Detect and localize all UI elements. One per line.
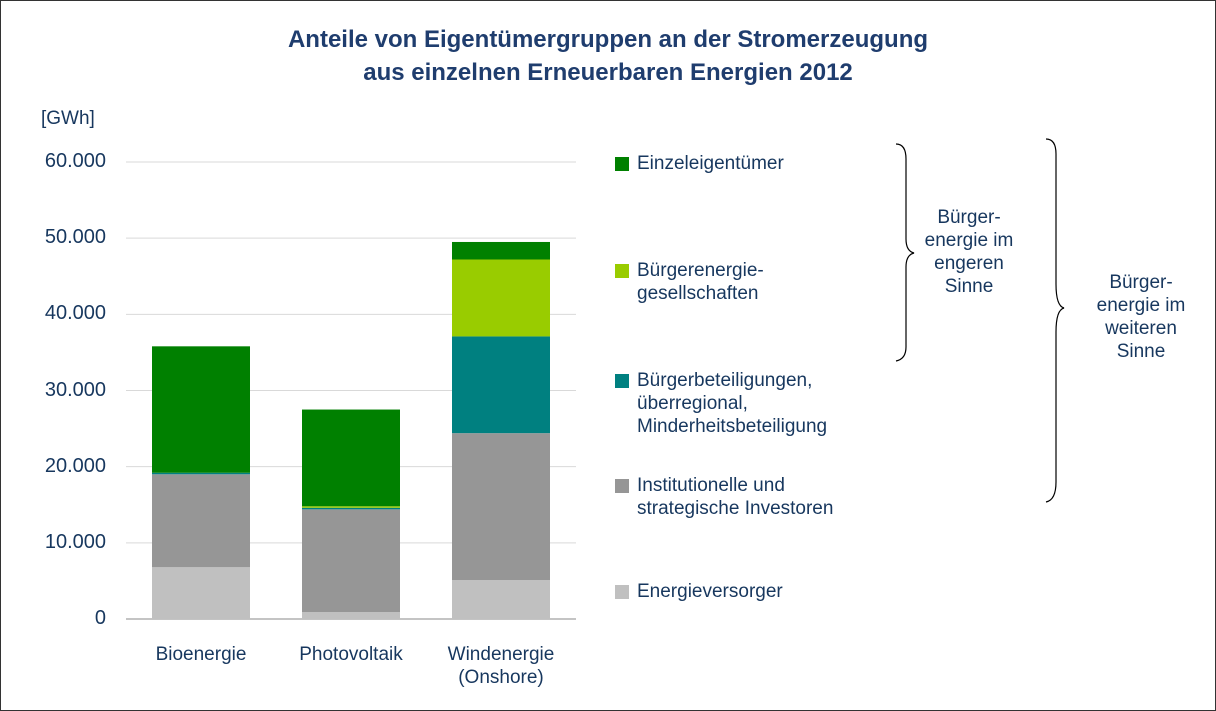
annotation: Bürger- energie im weiteren Sinne	[1096, 272, 1186, 362]
x-tick-label: Windenergie (Onshore)	[447, 644, 555, 688]
chart-title: Anteile von Eigentümergruppen an der Str…	[287, 26, 929, 86]
brace	[895, 143, 915, 362]
bar-segment	[452, 241, 550, 260]
x-tick-label: Photovoltaik	[299, 644, 403, 665]
y-tick-label: 40.000	[44, 302, 106, 325]
y-tick-label: 0	[94, 607, 106, 629]
bar-segment	[152, 567, 250, 619]
legend-swatch	[615, 157, 629, 171]
y-axis-label: [GWh]	[41, 108, 95, 129]
y-tick-label: 10.000	[44, 530, 106, 553]
bar-segment	[452, 336, 550, 434]
bar-segment	[152, 474, 250, 568]
bar-segment	[452, 580, 550, 619]
bar-segment	[302, 507, 400, 510]
bar-segment	[302, 509, 400, 613]
bar-segment	[302, 409, 400, 507]
legend-swatch	[615, 479, 629, 493]
legend-swatch	[615, 264, 629, 278]
y-tick-label: 30.000	[44, 378, 106, 401]
bar-segment	[452, 259, 550, 337]
y-tick-label: 20.000	[44, 454, 106, 477]
legend-swatch	[615, 585, 629, 599]
bar-segment	[452, 433, 550, 581]
bar-segment	[152, 472, 250, 475]
bar-segment	[152, 346, 250, 473]
legend-swatch	[615, 374, 629, 388]
legend-label: Institutionelle und strategische Investo…	[637, 475, 834, 519]
brace	[1045, 138, 1065, 503]
legend-label: Energieversorger	[637, 581, 783, 602]
y-tick-label: 60.000	[44, 150, 106, 172]
legend-label: Bürgerbeteiligungen, überregional, Minde…	[637, 370, 828, 437]
annotation: Bürger- energie im engeren Sinne	[924, 207, 1014, 297]
bar-segment	[302, 506, 400, 508]
x-tick-label: Bioenergie	[155, 644, 247, 665]
legend-label: Einzeleigentümer	[637, 153, 784, 174]
y-tick-label: 50.000	[44, 226, 106, 249]
legend-label: Bürgerenergie- gesellschaften	[637, 260, 764, 304]
bar-segment	[302, 612, 400, 619]
